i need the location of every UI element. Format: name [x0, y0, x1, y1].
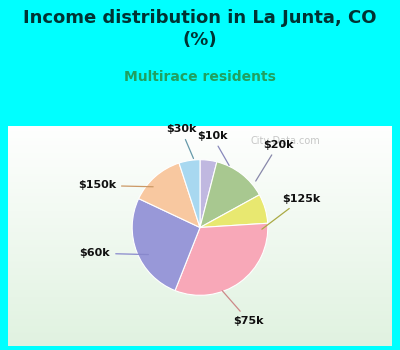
- Text: $30k: $30k: [166, 124, 196, 159]
- Text: $75k: $75k: [222, 290, 264, 326]
- Wedge shape: [179, 160, 200, 228]
- Text: Income distribution in La Junta, CO
(%): Income distribution in La Junta, CO (%): [23, 9, 377, 49]
- Text: $10k: $10k: [197, 131, 229, 166]
- Text: $150k: $150k: [78, 181, 153, 190]
- Text: $60k: $60k: [80, 248, 148, 258]
- Text: Multirace residents: Multirace residents: [124, 70, 276, 84]
- Wedge shape: [200, 162, 260, 228]
- Wedge shape: [132, 199, 200, 290]
- Text: City-Data.com: City-Data.com: [251, 136, 320, 146]
- Text: $125k: $125k: [262, 194, 321, 229]
- Wedge shape: [175, 223, 268, 295]
- Wedge shape: [139, 163, 200, 228]
- Text: $20k: $20k: [256, 140, 293, 181]
- Wedge shape: [200, 160, 217, 228]
- Wedge shape: [200, 195, 268, 228]
